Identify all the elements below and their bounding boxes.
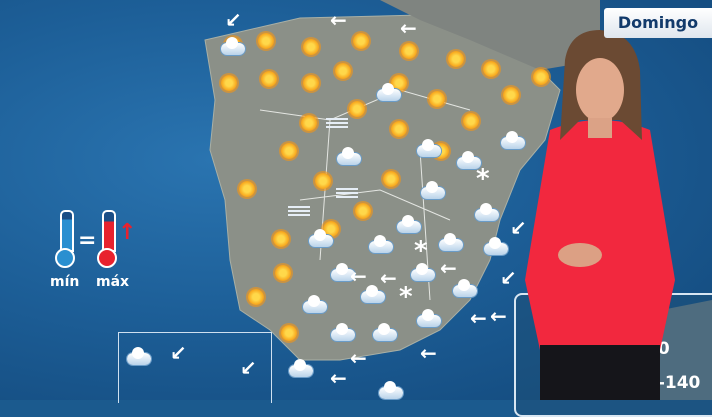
wind-arrow-icon: ← xyxy=(490,304,507,328)
sun-icon xyxy=(386,118,412,140)
cloud-icon xyxy=(416,306,442,328)
equals-icon: = xyxy=(78,228,97,253)
wind-arrow-icon: ← xyxy=(420,341,437,365)
sun-icon xyxy=(350,200,376,222)
cloud-icon xyxy=(483,234,509,256)
cloud-icon xyxy=(416,136,442,158)
min-label: mín xyxy=(50,274,80,290)
snow-icon: * xyxy=(476,164,490,194)
fog-icon xyxy=(334,182,360,204)
presenter-hands xyxy=(558,243,602,267)
cloud-icon xyxy=(372,320,398,342)
wind-arrow-icon: ← xyxy=(400,16,417,40)
sun-icon xyxy=(298,36,324,58)
cloud-icon xyxy=(288,356,314,378)
sun-icon xyxy=(276,322,302,344)
sun-icon xyxy=(318,218,344,240)
cloud-icon xyxy=(410,260,436,282)
region-borders xyxy=(259,89,471,301)
min-thermometer-bulb xyxy=(55,248,75,268)
wind-arrow-icon: ↙ xyxy=(500,266,517,290)
sun-icon xyxy=(458,110,484,132)
wind-arrow-icon: ↙ xyxy=(170,341,187,365)
sun-icon xyxy=(330,60,356,82)
presenter-trousers xyxy=(540,345,660,400)
cloud-icon xyxy=(452,276,478,298)
up-arrow-icon: ↑ xyxy=(118,220,137,245)
sun-icon xyxy=(396,40,422,62)
day-title: Domingo xyxy=(604,8,712,38)
min-thermometer-icon xyxy=(60,210,74,252)
cloud-icon xyxy=(126,344,152,366)
sun-icon xyxy=(424,88,450,110)
max-thermometer-bulb xyxy=(97,248,117,268)
sun-icon xyxy=(296,112,322,134)
cloud-icon xyxy=(330,260,356,282)
fog-icon xyxy=(286,200,312,222)
sun-icon xyxy=(243,286,269,308)
wind-arrow-icon: ↙ xyxy=(225,8,242,32)
wind-arrow-icon: ↙ xyxy=(510,216,527,240)
france-land xyxy=(380,0,600,70)
wind-arrow-icon: ← xyxy=(470,306,487,330)
wind-arrow-icon: ← xyxy=(330,8,347,32)
cloud-icon xyxy=(302,292,328,314)
sun-icon xyxy=(478,58,504,80)
presenter-face xyxy=(576,58,624,122)
cloud-icon xyxy=(368,232,394,254)
cloud-icon xyxy=(360,282,386,304)
temperature-legend: = ↑ mín máx xyxy=(50,208,140,292)
sun-icon xyxy=(268,228,294,250)
sun-icon xyxy=(348,30,374,52)
weather-presenter xyxy=(525,30,675,400)
canary-islands-inset xyxy=(118,332,272,403)
fog-icon xyxy=(324,112,350,134)
wind-arrow-icon: ← xyxy=(350,346,367,370)
cloud-icon xyxy=(396,212,422,234)
sun-icon xyxy=(443,48,469,70)
cloud-icon xyxy=(500,128,526,150)
wind-arrow-icon: ← xyxy=(440,256,457,280)
sun-icon xyxy=(256,68,282,90)
sun-icon xyxy=(498,84,524,106)
max-label: máx xyxy=(96,274,130,290)
max-thermometer-icon xyxy=(102,210,116,252)
sun-icon xyxy=(344,98,370,120)
snow-icon: * xyxy=(414,236,428,266)
sun-icon xyxy=(234,178,260,200)
wind-arrow-icon: ← xyxy=(330,366,347,390)
sun-cloud-icon xyxy=(220,34,246,56)
cloud-icon xyxy=(330,320,356,342)
cloud-icon xyxy=(420,178,446,200)
cloud-icon xyxy=(456,148,482,170)
sun-icon xyxy=(298,72,324,94)
sun-icon xyxy=(528,66,554,88)
cloud-icon xyxy=(378,378,404,400)
sun-icon xyxy=(270,262,296,284)
wind-arrow-icon: ↙ xyxy=(240,356,257,380)
sun-icon xyxy=(386,72,412,94)
cloud-icon xyxy=(336,144,362,166)
cloud-icon xyxy=(474,200,500,222)
sun-icon xyxy=(276,140,302,162)
sun-icon xyxy=(216,72,242,94)
wind-arrow-icon: ← xyxy=(350,264,367,288)
sun-icon xyxy=(310,170,336,192)
sun-icon xyxy=(378,168,404,190)
snow-icon: * xyxy=(399,282,413,312)
cloud-icon xyxy=(376,80,402,102)
cloud-icon xyxy=(438,230,464,252)
sun-icon xyxy=(253,30,279,52)
cloud-icon xyxy=(308,226,334,248)
presenter-sweater xyxy=(525,120,675,350)
wind-arrow-icon: ← xyxy=(380,266,397,290)
